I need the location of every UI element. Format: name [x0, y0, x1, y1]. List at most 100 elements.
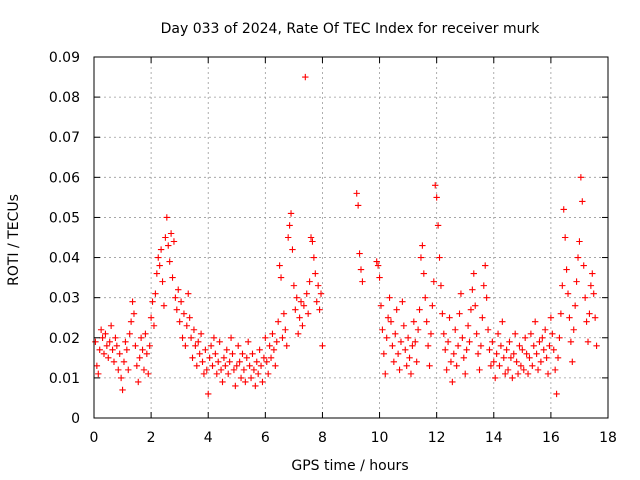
- data-point: [160, 302, 168, 309]
- data-point: [483, 294, 490, 301]
- data-point: [544, 370, 552, 378]
- y-tick-label: 0.04: [49, 251, 80, 267]
- data-point: [444, 338, 452, 345]
- data-point: [430, 278, 438, 285]
- data-point: [404, 334, 412, 341]
- data-point: [473, 330, 480, 337]
- data-point: [521, 334, 529, 341]
- x-tick-label: 4: [204, 430, 213, 446]
- data-point: [259, 378, 266, 386]
- data-point: [199, 358, 206, 366]
- data-point: [122, 338, 129, 345]
- data-point: [119, 386, 126, 394]
- data-point: [302, 73, 309, 81]
- x-tick-label: 8: [318, 430, 327, 446]
- data-point: [162, 234, 169, 241]
- data-point: [150, 322, 158, 329]
- data-point: [307, 234, 315, 241]
- data-point: [264, 370, 272, 378]
- data-point: [504, 366, 512, 374]
- data-point: [300, 302, 308, 309]
- data-point: [400, 322, 408, 329]
- data-point: [561, 234, 569, 241]
- data-point: [220, 354, 228, 362]
- data-point: [279, 334, 286, 341]
- data-point: [540, 346, 547, 354]
- data-point: [167, 230, 175, 237]
- data-point: [263, 358, 270, 366]
- data-point: [196, 350, 203, 358]
- data-point: [449, 378, 456, 386]
- data-point: [177, 298, 185, 305]
- data-point: [407, 370, 415, 378]
- data-point: [97, 326, 105, 333]
- data-point: [469, 286, 476, 293]
- data-point: [200, 370, 208, 378]
- data-point: [317, 290, 325, 297]
- data-point: [123, 346, 131, 354]
- data-point: [424, 342, 432, 349]
- data-point: [383, 334, 390, 341]
- data-point: [439, 310, 446, 317]
- data-point: [487, 362, 495, 370]
- data-point: [356, 250, 363, 257]
- data-point: [242, 378, 249, 386]
- data-point: [591, 314, 599, 321]
- data-point: [519, 346, 526, 354]
- data-point: [110, 358, 118, 366]
- data-point: [440, 330, 448, 337]
- data-point: [442, 346, 449, 354]
- data-point: [434, 222, 442, 229]
- data-point: [143, 350, 151, 358]
- data-point: [520, 366, 527, 374]
- data-point: [180, 310, 188, 317]
- data-point: [541, 326, 549, 333]
- x-tick-label: 12: [428, 430, 446, 446]
- data-point: [373, 258, 380, 265]
- data-point: [464, 322, 472, 329]
- data-point: [195, 338, 202, 345]
- data-point: [530, 342, 537, 349]
- data-point: [563, 266, 570, 273]
- plot-frame: [93, 56, 609, 419]
- data-point: [219, 378, 226, 386]
- data-point: [252, 382, 259, 390]
- x-tick-label: 10: [371, 430, 389, 446]
- data-point: [202, 346, 209, 354]
- data-point: [292, 306, 299, 313]
- data-point: [270, 346, 278, 354]
- data-point: [139, 346, 146, 354]
- y-tick-label: 0.05: [49, 210, 80, 226]
- data-point: [146, 342, 153, 349]
- data-point: [140, 366, 148, 374]
- y-tick-label: 0.03: [49, 291, 80, 307]
- data-point: [359, 278, 366, 285]
- data-point: [472, 302, 479, 309]
- data-point: [559, 282, 566, 289]
- data-point: [106, 338, 113, 345]
- data-point: [112, 334, 119, 341]
- data-point: [273, 338, 280, 345]
- data-point: [237, 374, 245, 382]
- data-point: [149, 298, 156, 305]
- data-point: [289, 246, 296, 253]
- data-point: [226, 358, 233, 366]
- data-point: [537, 358, 545, 366]
- data-point: [463, 346, 470, 354]
- x-tick-label: 16: [542, 430, 560, 446]
- data-point: [384, 314, 392, 321]
- data-point: [230, 366, 238, 374]
- data-point: [232, 382, 239, 390]
- data-point: [437, 282, 445, 289]
- y-tick-label: 0.07: [49, 130, 80, 146]
- data-point: [446, 314, 453, 321]
- data-point: [403, 362, 410, 370]
- data-point: [454, 342, 462, 349]
- data-point: [456, 310, 463, 317]
- data-point: [547, 314, 555, 321]
- data-point: [500, 354, 507, 362]
- data-point: [543, 354, 550, 362]
- data-point: [316, 306, 323, 313]
- data-point: [257, 362, 265, 370]
- data-point: [416, 306, 423, 313]
